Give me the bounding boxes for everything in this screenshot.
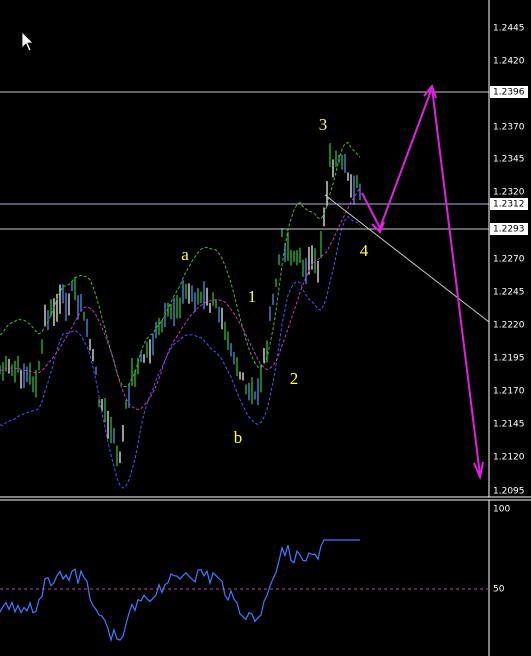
price-tick: 1.2445 bbox=[493, 24, 525, 34]
indicator-tick: 100 bbox=[493, 505, 510, 515]
level-label: 1.2396 bbox=[493, 88, 525, 98]
level-label-bg bbox=[490, 198, 528, 210]
price-tick: 1.2170 bbox=[493, 387, 525, 397]
band-middle bbox=[0, 187, 361, 411]
mouse-cursor bbox=[21, 31, 34, 52]
price-tick: 1.2420 bbox=[493, 57, 525, 67]
price-tick: 1.2145 bbox=[493, 420, 525, 430]
wave-label: 1 bbox=[248, 287, 257, 306]
forecast-path bbox=[361, 83, 484, 481]
trend-line bbox=[324, 194, 490, 323]
price-tick: 1.2195 bbox=[493, 354, 525, 364]
indicator-line bbox=[0, 539, 360, 643]
wave-label: 2 bbox=[290, 369, 299, 388]
price-tick: 1.2220 bbox=[493, 321, 525, 331]
price-tick: 1.2120 bbox=[493, 453, 525, 463]
level-label: 1.2293 bbox=[493, 225, 525, 235]
wave-label: 3 bbox=[319, 115, 328, 134]
price-plot bbox=[0, 141, 361, 489]
band-lower bbox=[0, 215, 361, 489]
price-tick: 1.2370 bbox=[493, 123, 525, 133]
level-label-bg bbox=[490, 223, 528, 235]
price-tick: 1.2270 bbox=[493, 255, 525, 265]
level-label-bg bbox=[490, 86, 528, 98]
indicator-tick: 50 bbox=[493, 585, 505, 595]
price-tick: 1.2245 bbox=[493, 288, 525, 298]
level-label: 1.2312 bbox=[493, 200, 525, 210]
wave-label: b bbox=[234, 428, 243, 447]
price-tick: 1.2345 bbox=[493, 155, 525, 165]
price-tick: 1.2320 bbox=[493, 188, 525, 198]
band-upper bbox=[0, 141, 361, 388]
wave-label: a bbox=[181, 245, 189, 264]
price-tick: 1.2095 bbox=[493, 487, 525, 497]
wave-label: 4 bbox=[360, 241, 369, 260]
indicator-plot bbox=[0, 539, 360, 643]
